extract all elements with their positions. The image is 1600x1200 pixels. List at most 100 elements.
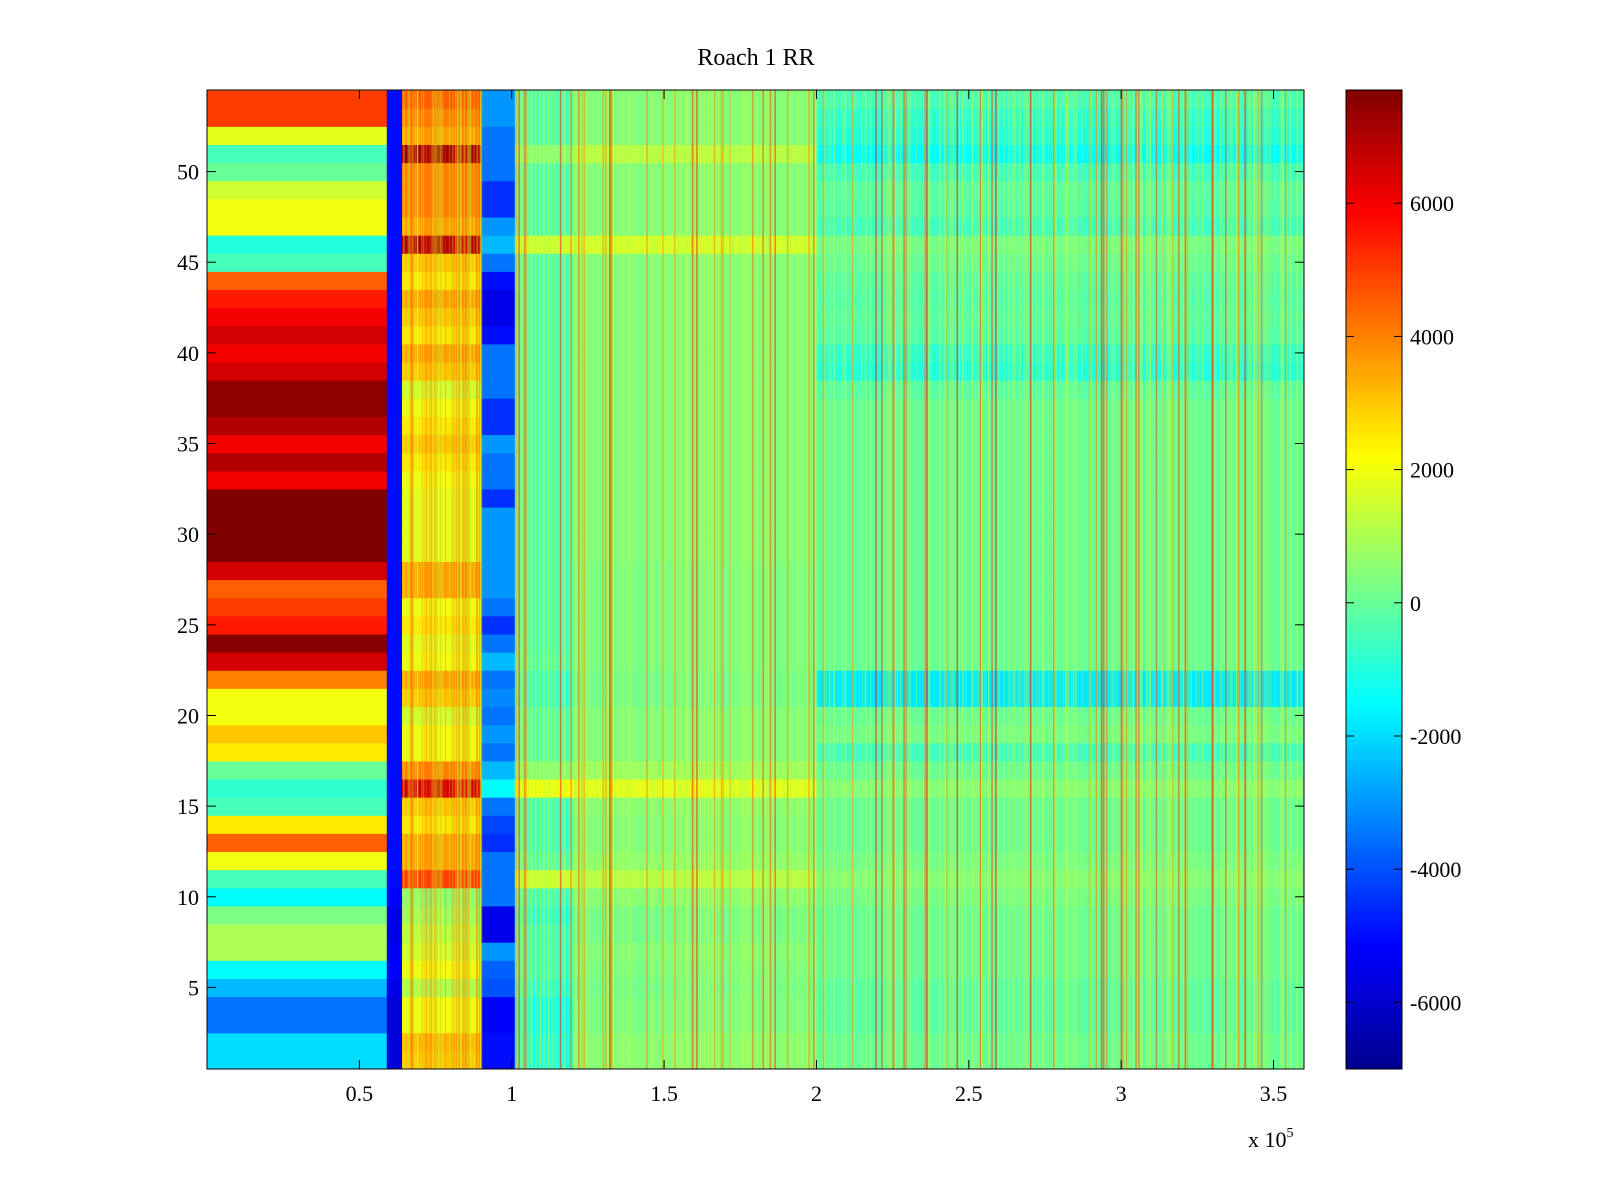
heatmap-cell [207, 1032, 388, 1052]
heatmap-cell [816, 90, 1304, 91]
heatmap-cell [816, 670, 1304, 689]
x-tick-label: 2 [811, 1081, 822, 1106]
heatmap-streak [1161, 90, 1164, 1069]
heatmap-streak [1065, 90, 1067, 1069]
heatmap-cell [481, 434, 516, 454]
heatmap-streak [560, 90, 563, 1069]
heatmap-cell [207, 688, 388, 708]
heatmap-cell [514, 706, 574, 726]
heatmap-cell [514, 506, 574, 526]
heatmap-streak [714, 90, 717, 1069]
heatmap-cell [481, 1050, 516, 1069]
heatmap-cell [481, 597, 516, 617]
heatmap-cell [816, 869, 1304, 889]
heatmap-cell [572, 525, 818, 544]
heatmap-cell [572, 561, 818, 581]
heatmap-cell [481, 343, 516, 363]
heatmap-cell [816, 652, 1304, 671]
heatmap-cell [386, 724, 403, 744]
heatmap-streak [735, 90, 737, 1069]
heatmap-streak [1168, 90, 1170, 1069]
heatmap-streak [431, 90, 433, 1069]
heatmap-streak [1214, 90, 1216, 1069]
heatmap-cell [402, 797, 482, 816]
heatmap-streak [1075, 90, 1077, 1069]
colorbar-frame [1345, 89, 1403, 1070]
heatmap-cell [816, 506, 1304, 526]
heatmap-cell [207, 452, 388, 472]
heatmap-streak [1137, 90, 1140, 1069]
heatmap-cell [207, 90, 388, 91]
heatmap-cell [386, 108, 403, 127]
heatmap-cell [402, 198, 482, 218]
heatmap-cell [386, 978, 403, 998]
heatmap-cell [816, 905, 1304, 925]
heatmap-streak [887, 90, 889, 1069]
heatmap-streak [946, 90, 948, 1069]
heatmap-streak [717, 90, 719, 1069]
heatmap-streak [768, 90, 770, 1069]
heatmap-cell [514, 1014, 574, 1034]
heatmap-streak [1031, 90, 1034, 1069]
heatmap-cell [481, 905, 516, 925]
heatmap-streak [1148, 90, 1150, 1069]
heatmap-streak [548, 90, 550, 1069]
heatmap-cell [481, 253, 516, 272]
heatmap-cell [402, 869, 482, 889]
heatmap-cell [816, 144, 1304, 164]
heatmap-streak [1167, 90, 1170, 1069]
heatmap-streak [459, 90, 461, 1069]
heatmap-streak [714, 90, 716, 1069]
heatmap-streak [411, 90, 413, 1069]
heatmap-streak [480, 90, 482, 1069]
heatmap-cell [514, 216, 574, 236]
heatmap-cell [816, 525, 1304, 544]
heatmap-streak [677, 90, 679, 1069]
heatmap-cell [386, 253, 403, 272]
heatmap-streak [1140, 90, 1142, 1069]
heatmap-streak [1197, 90, 1200, 1069]
heatmap-streak [979, 90, 982, 1069]
heatmap-streak [1227, 90, 1229, 1069]
heatmap-cell [207, 905, 388, 925]
heatmap-streak [1115, 90, 1117, 1069]
heatmap-cell [481, 1032, 516, 1052]
heatmap-streak [627, 90, 629, 1069]
heatmap-streak [1129, 90, 1132, 1069]
heatmap-streak [696, 90, 698, 1069]
heatmap-cell [572, 253, 818, 272]
heatmap-streak [630, 90, 632, 1069]
heatmap-cell [514, 343, 574, 363]
heatmap-cell [481, 760, 516, 780]
heatmap-cell [481, 506, 516, 526]
heatmap-cell [481, 126, 516, 145]
heatmap-cell [572, 361, 818, 381]
heatmap-streak [744, 90, 746, 1069]
heatmap-streak [699, 90, 701, 1069]
heatmap-streak [611, 90, 613, 1069]
heatmap-cell [386, 434, 403, 454]
heatmap-streak [928, 90, 930, 1069]
heatmap-streak [905, 90, 907, 1069]
heatmap-streak [865, 90, 867, 1069]
heatmap-streak [411, 90, 413, 1069]
heatmap-streak [662, 90, 664, 1069]
heatmap-cell [402, 253, 482, 272]
heatmap-streak [582, 90, 585, 1069]
heatmap-streak [958, 90, 960, 1069]
heatmap-streak [423, 90, 425, 1069]
heatmap-streak [1139, 90, 1141, 1069]
heatmap-streak [548, 90, 550, 1069]
heatmap-cell [816, 543, 1304, 562]
heatmap-cell [514, 253, 574, 272]
heatmap-streak [481, 90, 483, 1069]
heatmap-streak [584, 90, 586, 1069]
heatmap-streak [1041, 90, 1043, 1069]
heatmap-cell [514, 1050, 574, 1069]
heatmap-streak [448, 90, 451, 1069]
heatmap-streak [480, 90, 483, 1069]
heatmap-streak [980, 90, 983, 1069]
heatmap-cell [816, 923, 1304, 943]
heatmap-streak [765, 90, 767, 1069]
heatmap-streak [707, 90, 710, 1069]
